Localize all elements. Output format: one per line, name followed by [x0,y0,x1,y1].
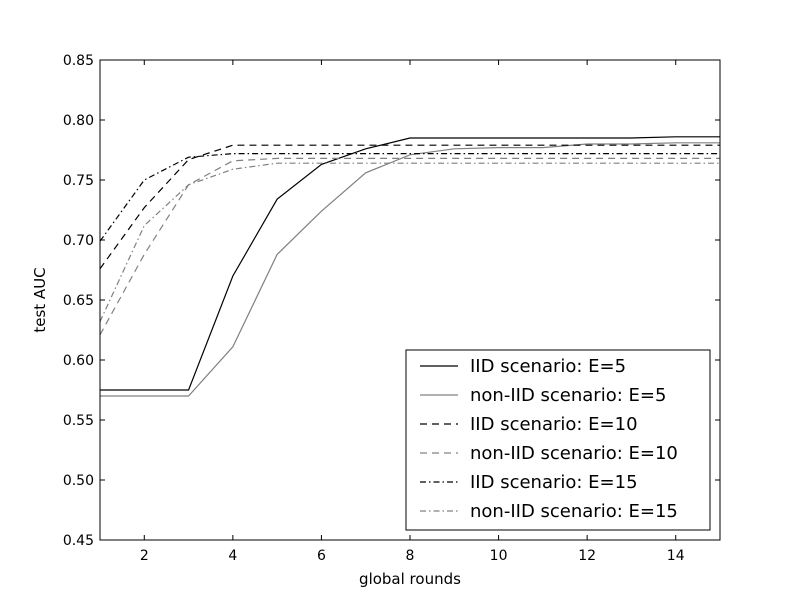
series-line-1 [100,136,720,391]
y-tick-label: 0.85 [63,53,94,69]
y-tick-label: 0.70 [63,233,94,249]
legend-label-4: non-IID scenario: E=10 [470,443,678,464]
x-tick-label: 6 [317,548,326,564]
x-axis-label: global rounds [359,570,461,588]
x-tick-label: 12 [578,548,596,564]
x-tick-label: 8 [406,548,415,564]
x-tick-label: 4 [228,548,237,564]
y-tick-label: 0.80 [63,113,94,129]
y-tick-label: 0.65 [63,293,94,309]
legend-box [405,349,711,531]
series-line-6 [99,162,720,322]
series-layer [99,136,720,397]
y-tick-label: 0.45 [63,533,94,549]
series-line-4 [99,157,720,336]
series-line-2 [100,142,720,397]
y-tick-label: 0.55 [63,413,94,429]
x-tick-label: 10 [490,548,508,564]
legend-label-3: IID scenario: E=10 [470,414,638,435]
y-tick-label: 0.60 [63,353,94,369]
x-axis-ticks: 2 4 6 8 10 12 14 [140,60,685,564]
legend-label-6: non-IID scenario: E=15 [470,501,678,522]
legend: IID scenario: E=5 non-IID scenario: E=5 II… [405,349,711,531]
legend-label-5: IID scenario: E=15 [470,472,638,493]
x-tick-label: 14 [667,548,685,564]
series-line-3 [99,144,720,270]
legend-label-1: IID scenario: E=5 [470,356,626,377]
x-tick-label: 2 [140,548,149,564]
y-tick-label: 0.75 [63,173,94,189]
legend-label-2: non-IID scenario: E=5 [470,385,666,406]
y-axis-label: test AUC [31,267,49,332]
y-tick-label: 0.50 [63,473,94,489]
series-line-5 [99,153,720,242]
y-axis-ticks: 0.45 0.50 0.55 0.60 0.65 0.70 0.75 0.80 0.85 [63,53,720,549]
